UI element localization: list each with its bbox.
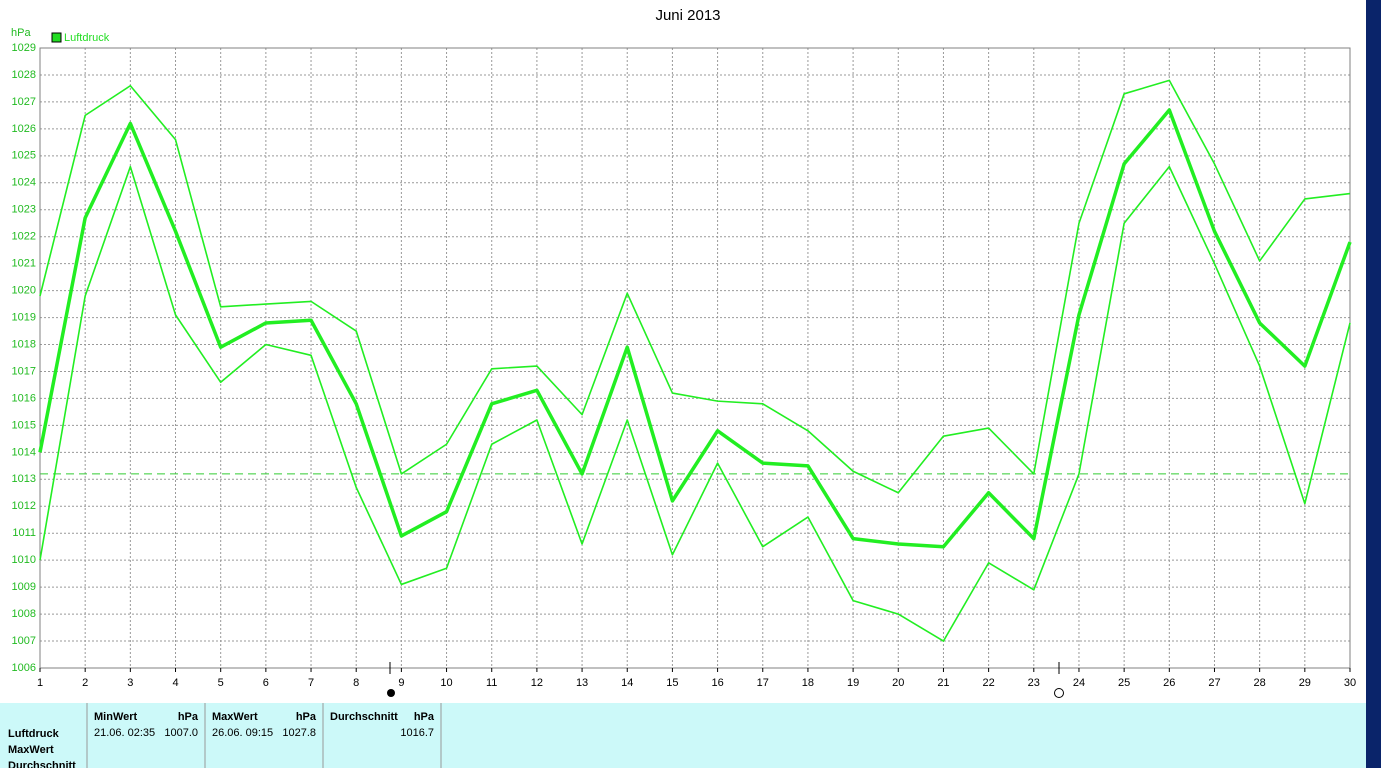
x-tick-label: 8	[353, 677, 359, 689]
y-tick-label: 1026	[12, 123, 36, 135]
column-unit: hPa	[414, 711, 435, 723]
column-unit: hPa	[178, 711, 199, 723]
x-tick-label: 26	[1163, 677, 1175, 689]
y-tick-label: 1024	[12, 177, 36, 189]
x-tick-label: 15	[666, 677, 678, 689]
x-tick-label: 1	[37, 677, 43, 689]
chart-title: Juni 2013	[655, 7, 720, 24]
y-tick-label: 1018	[12, 338, 36, 350]
x-tick-label: 10	[440, 677, 452, 689]
plot-frame	[39, 47, 1351, 669]
y-tick-label: 1016	[12, 392, 36, 404]
x-tick-label: 3	[127, 677, 133, 689]
y-tick-label: 1006	[12, 662, 36, 674]
y-tick-label: 1009	[12, 581, 36, 593]
x-tick-label: 7	[308, 677, 314, 689]
y-tick-label: 1013	[12, 473, 36, 485]
x-tick-label: 14	[621, 677, 633, 689]
new-moon-icon	[387, 689, 395, 697]
x-tick-label: 21	[937, 677, 949, 689]
x-tick-label: 28	[1254, 677, 1266, 689]
stats-table: Luftdruck MaxWert Durchschnitt MinWert hPa 21…	[8, 703, 442, 768]
y-tick-label: 1007	[12, 635, 36, 647]
row-label: MaxWert	[8, 744, 54, 756]
row-label: Durchschnitt	[8, 760, 76, 768]
full-moon-icon	[1054, 688, 1064, 698]
x-tick-label: 12	[531, 677, 543, 689]
cell-value: 1016.7	[400, 727, 434, 739]
legend-label: Luftdruck	[64, 32, 110, 44]
column-title: MinWert	[94, 711, 138, 723]
y-tick-label: 1014	[12, 446, 36, 458]
y-tick-label: 1028	[12, 69, 36, 81]
column-title: Durchschnitt	[330, 711, 398, 723]
window-edge	[1366, 0, 1381, 768]
y-tick-label: 1023	[12, 204, 36, 216]
cell-value: 1007.0	[164, 727, 198, 739]
x-tick-label: 16	[711, 677, 723, 689]
x-tick-label: 27	[1208, 677, 1220, 689]
x-tick-label: 18	[802, 677, 814, 689]
y-tick-label: 1010	[12, 554, 36, 566]
cell-time: 21.06. 02:35	[94, 727, 155, 739]
x-tick-label: 30	[1344, 677, 1356, 689]
y-tick-label: 1017	[12, 365, 36, 377]
series-line	[39, 79, 1351, 494]
y-tick-label: 1027	[12, 96, 36, 108]
x-tick-label: 17	[757, 677, 769, 689]
x-tick-label: 24	[1073, 677, 1085, 689]
x-tick-label: 11	[486, 677, 497, 689]
y-tick-label: 1020	[12, 285, 36, 297]
series-line	[38, 108, 1352, 549]
x-tick-label: 29	[1299, 677, 1311, 689]
column-unit: hPa	[296, 711, 317, 723]
y-tick-label: 1025	[12, 150, 36, 162]
column-title: MaxWert	[212, 711, 258, 723]
x-tick-label: 6	[263, 677, 269, 689]
x-tick-label: 20	[892, 677, 904, 689]
x-tick-label: 5	[218, 677, 224, 689]
cell-time: 26.06. 09:15	[212, 727, 273, 739]
x-tick-label: 13	[576, 677, 588, 689]
y-tick-label: 1012	[12, 500, 36, 512]
y-tick-label: 1011	[12, 527, 36, 539]
stats-panel	[0, 703, 1366, 768]
legend-swatch	[51, 32, 62, 43]
y-unit: hPa	[11, 27, 31, 39]
series-line	[39, 165, 1351, 642]
x-tick-label: 23	[1028, 677, 1040, 689]
x-tick-label: 25	[1118, 677, 1130, 689]
y-tick-label: 1022	[12, 231, 36, 243]
cell-value: 1027.8	[282, 727, 316, 739]
x-tick-label: 2	[82, 677, 88, 689]
x-tick-label: 22	[982, 677, 994, 689]
y-tick-label: 1029	[12, 42, 36, 54]
y-tick-label: 1015	[12, 419, 36, 431]
y-tick-label: 1021	[12, 258, 36, 270]
x-tick-label: 4	[172, 677, 178, 689]
row-label: Luftdruck	[8, 728, 60, 740]
x-tick-label: 19	[847, 677, 859, 689]
y-tick-label: 1008	[12, 608, 36, 620]
y-tick-label: 1019	[12, 311, 36, 323]
x-tick-label: 9	[398, 677, 404, 689]
